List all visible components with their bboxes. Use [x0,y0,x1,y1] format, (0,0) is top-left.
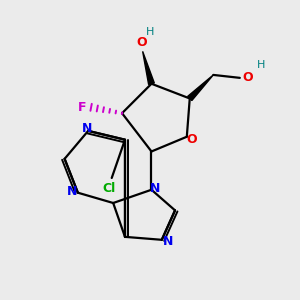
Polygon shape [188,75,213,100]
Text: N: N [150,182,160,195]
Text: H: H [257,61,265,70]
Text: N: N [82,122,92,135]
Text: O: O [137,36,147,49]
Text: F: F [77,101,86,114]
Text: O: O [243,71,254,84]
Text: Cl: Cl [102,182,116,195]
Text: O: O [187,133,197,146]
Text: N: N [67,185,77,198]
Polygon shape [142,51,154,85]
Text: H: H [146,27,154,37]
Text: N: N [163,235,173,248]
